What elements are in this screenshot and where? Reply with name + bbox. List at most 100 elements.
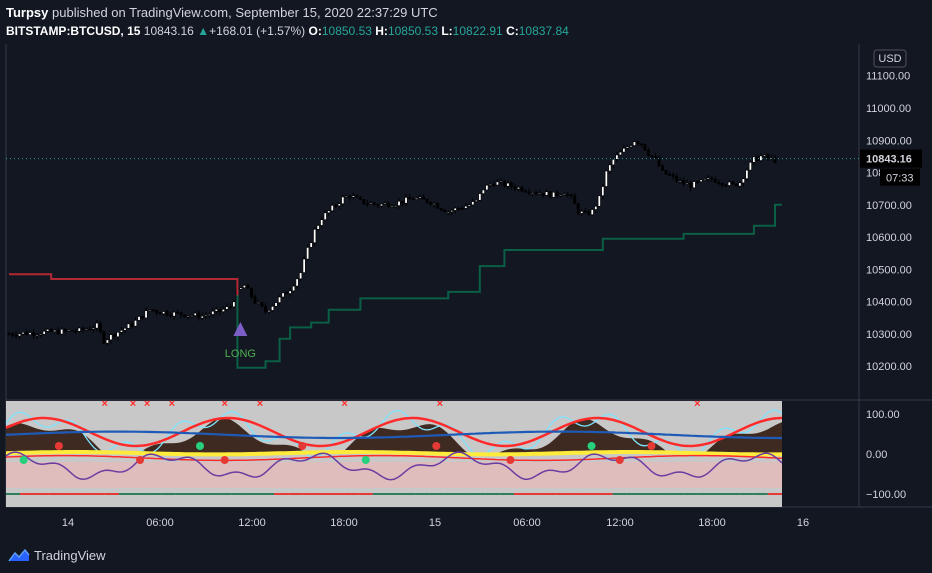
candle-body — [675, 175, 679, 182]
oscillator-dot — [54, 442, 63, 450]
symbol-label[interactable]: BITSTAMP:BTCUSD, 15 — [6, 24, 141, 38]
candle-body — [499, 180, 503, 183]
footer-brand[interactable]: TradingView — [8, 545, 106, 565]
ohlc-line: BITSTAMP:BTCUSD, 15 10843.16 ▲+168.01 (+… — [6, 22, 926, 40]
candle-body — [401, 200, 405, 204]
candle-body — [200, 315, 204, 319]
oscillator-status-bar — [556, 493, 571, 495]
candle-body — [415, 197, 419, 200]
candle-body — [720, 182, 724, 186]
oscillator-blue-line — [5, 430, 782, 440]
candle-body — [137, 316, 141, 321]
candle-body — [516, 187, 520, 190]
candle-body — [738, 182, 742, 187]
tradingview-logo-icon — [8, 548, 30, 562]
time-tick-label: 15 — [429, 517, 441, 529]
candle-body — [221, 309, 225, 312]
candle-body — [379, 203, 383, 207]
oscillator-status-bar — [316, 493, 331, 495]
oscillator-dot — [19, 456, 28, 464]
sell-signal-marker: × — [257, 398, 263, 410]
oscillator-pane[interactable]: × × × × × × × × × — [5, 398, 783, 507]
oscillator-status-bar — [245, 493, 260, 495]
high-label: H: — [375, 24, 388, 38]
candle-body — [116, 331, 120, 338]
time-tick-label: 12:00 — [606, 517, 634, 529]
author-name[interactable]: Turpsy — [6, 5, 49, 20]
oscillator-status-bar — [330, 493, 345, 495]
candle-body — [183, 314, 187, 318]
candle-body — [239, 287, 243, 290]
candle-body — [703, 179, 707, 181]
low-label: L: — [441, 24, 453, 38]
oscillator-status-bar — [401, 493, 416, 495]
candle-body — [21, 332, 25, 335]
candle-body — [436, 203, 440, 209]
candle-body — [478, 193, 482, 201]
currency-badge — [873, 49, 907, 68]
candle-body — [488, 184, 492, 186]
candle-body — [548, 191, 552, 198]
oscillator-status-bar — [259, 493, 275, 495]
oscillator-status-bar — [203, 493, 218, 495]
candle-body — [622, 147, 626, 153]
candle-body — [242, 285, 246, 288]
high-value: 10850.53 — [387, 24, 438, 38]
oscillator-status-bar — [584, 493, 599, 495]
candle-body — [165, 311, 169, 316]
candle-body — [25, 332, 29, 335]
oscillator-tick-label: −100.00 — [866, 489, 906, 501]
candle-body — [253, 296, 257, 304]
candle-body — [762, 154, 766, 157]
candle-body — [271, 305, 275, 311]
oscillator-status-bar — [655, 493, 670, 495]
candle-body — [372, 202, 376, 205]
candle-body — [158, 312, 162, 315]
candle-body — [249, 287, 253, 298]
oscillator-dot — [506, 456, 515, 464]
oscillator-status-bar — [302, 493, 317, 495]
oscillator-status-bar — [528, 493, 543, 495]
oscillator-status-bar — [443, 493, 458, 495]
candle-body — [741, 178, 745, 184]
candle-body — [292, 285, 296, 292]
candle-body — [91, 327, 95, 330]
candle-body — [411, 198, 415, 201]
candle-body — [534, 192, 538, 194]
candle-body — [39, 333, 43, 336]
candle-body — [699, 179, 703, 182]
candle-body — [650, 155, 654, 157]
oscillator-status-bar — [753, 493, 768, 495]
time-axis[interactable]: 14 06:00 12:00 18:00 15 06:00 12:00 18:00 16 — [62, 517, 809, 529]
footer-brand-text: TradingView — [34, 547, 106, 563]
oscillator-status-bar — [90, 493, 105, 495]
candle-body — [439, 207, 443, 211]
candle-body — [474, 199, 478, 202]
candle-body — [316, 225, 320, 230]
candle-body — [745, 169, 749, 179]
candle-body — [538, 192, 542, 195]
last-price-badge-label: 10843.16 — [866, 154, 912, 166]
oscillator-axis[interactable]: 100.00 0.00 −100.00 — [866, 409, 906, 501]
oscillator-status-bar — [485, 493, 500, 495]
candle-body — [14, 334, 18, 337]
chart-area[interactable]: LONG × × × × × × × × × 11100.00 11000.00 10900.00 1… — [0, 0, 932, 545]
oscillator-status-bar — [683, 493, 698, 495]
price-axis[interactable]: 11100.0011000.0010900.0010800.0010700.00… — [860, 49, 922, 373]
oscillator-status-bar — [6, 493, 21, 495]
candle-body — [70, 329, 74, 332]
candle-body — [63, 328, 67, 332]
oscillator-status-bar — [20, 493, 35, 495]
candle-body — [429, 202, 433, 205]
open-label: O: — [308, 24, 322, 38]
candle-body — [527, 191, 531, 194]
candle-body — [713, 178, 717, 183]
candle-body — [450, 210, 454, 213]
close-label: C: — [506, 24, 519, 38]
candle-body — [263, 305, 267, 313]
candle-body — [559, 194, 563, 197]
candle-body — [88, 328, 92, 331]
time-tick-label: 06:00 — [146, 517, 174, 529]
time-tick-label: 12:00 — [238, 517, 266, 529]
candle-body — [706, 177, 710, 180]
